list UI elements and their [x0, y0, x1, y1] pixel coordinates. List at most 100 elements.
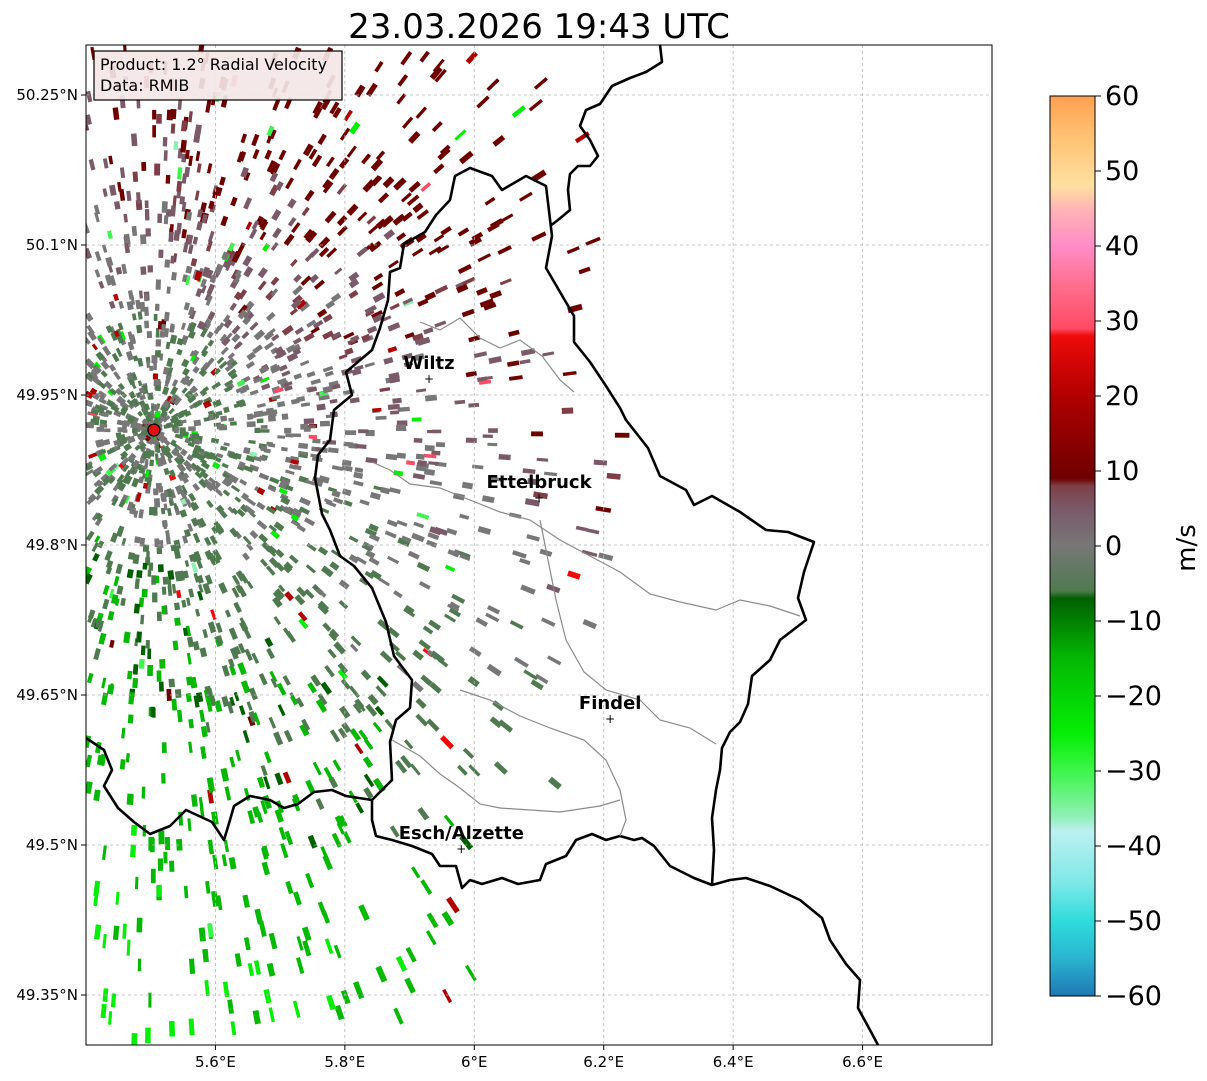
radar-gate — [331, 331, 341, 339]
radar-gate — [207, 311, 216, 321]
radar-gate — [519, 558, 531, 566]
radar-gate — [341, 488, 352, 497]
radar-gate — [396, 452, 406, 459]
radar-gate — [423, 327, 434, 335]
radar-gate — [249, 530, 259, 540]
radar-gate — [461, 276, 476, 286]
radar-gate — [375, 685, 387, 697]
radar-gate — [415, 232, 427, 243]
radar-gate — [100, 473, 109, 481]
radar-gate — [156, 547, 163, 555]
radar-gate — [153, 498, 161, 508]
radar-gate — [384, 718, 395, 730]
radar-gate — [357, 211, 368, 222]
radar-gate — [566, 246, 580, 255]
radar-gate — [312, 319, 324, 329]
radar-gate — [593, 459, 608, 466]
radar-gate — [168, 407, 175, 415]
radar-gate — [542, 351, 555, 357]
radar-gate — [195, 608, 201, 617]
radar-gate — [168, 678, 176, 688]
radar-gate — [140, 446, 147, 453]
radar-gate — [147, 569, 152, 577]
radar-gate — [258, 672, 268, 686]
radar-gate — [343, 109, 353, 122]
radar-gate — [170, 255, 175, 264]
city-label: Wiltz — [403, 353, 454, 374]
colorbar-tick-label: −60 — [1105, 981, 1162, 1012]
radar-gate — [375, 965, 388, 983]
radar-gate — [448, 607, 462, 618]
radar-gate — [220, 767, 230, 782]
radar-gate — [219, 333, 227, 342]
radar-gate — [567, 570, 581, 580]
radar-gate — [122, 923, 127, 939]
radar-gate — [184, 560, 190, 568]
radar-gate — [196, 559, 203, 570]
radar-gate — [131, 382, 137, 390]
radar-gate — [354, 742, 364, 755]
radar-gate — [614, 432, 630, 438]
radar-gate — [392, 213, 406, 226]
radar-gate — [266, 159, 277, 174]
radar-gate — [92, 552, 100, 562]
radar-gate — [225, 262, 232, 272]
radar-gate — [221, 854, 228, 867]
radar-gate — [392, 397, 402, 404]
radar-gate — [112, 107, 120, 120]
radar-gate — [281, 413, 289, 420]
radar-gate — [160, 493, 166, 501]
radar-gate — [312, 100, 323, 115]
colorbar-tick-label: −40 — [1105, 831, 1162, 862]
radar-gate — [138, 393, 146, 401]
radar-gate — [431, 450, 441, 456]
radar-gate — [143, 293, 149, 302]
radar-gate — [222, 257, 231, 269]
radar-gate — [329, 561, 340, 571]
radar-gate — [256, 501, 266, 511]
radar-gate — [228, 250, 236, 260]
radar-gate — [364, 304, 377, 315]
map-title: 23.03.2026 19:43 UTC — [348, 7, 730, 47]
radar-gate — [180, 419, 187, 425]
radar-gate — [161, 437, 171, 447]
radar-gate — [422, 625, 434, 635]
radar-gate — [414, 337, 425, 346]
radar-gate — [199, 647, 208, 658]
radar-gate — [202, 386, 210, 393]
radar-gate — [276, 377, 287, 385]
radar-gate — [245, 454, 256, 463]
radar-gate — [404, 977, 416, 994]
radar-gate — [86, 573, 93, 585]
radar-gate — [270, 162, 281, 176]
radar-gate — [213, 367, 221, 375]
radar-gate — [139, 301, 146, 312]
radar-gate — [169, 334, 178, 345]
radar-gate — [330, 292, 342, 303]
radar-gate — [206, 499, 214, 509]
radar-gate — [242, 535, 252, 546]
radar-gate — [187, 395, 197, 404]
radar-gate — [544, 471, 558, 477]
radar-gate — [389, 377, 401, 384]
radar-gate — [113, 371, 121, 381]
radar-gate — [155, 445, 161, 454]
radar-gate — [168, 1020, 176, 1037]
radar-gate — [141, 450, 149, 460]
radar-gate — [489, 218, 504, 229]
radar-gate — [130, 466, 137, 474]
radar-gate — [468, 764, 481, 777]
radar-gate — [148, 562, 154, 571]
radar-gate — [275, 548, 285, 558]
y-tick-label: 49.95°N — [16, 386, 78, 404]
radar-gate — [310, 674, 322, 687]
radar-gate — [97, 540, 105, 549]
canton-borders — [371, 317, 801, 837]
radar-gate — [184, 410, 192, 418]
info-box: Product: 1.2° Radial Velocity Data: RMIB — [93, 50, 343, 101]
radar-gate — [508, 329, 520, 337]
radar-gate — [318, 236, 331, 249]
radar-gate — [270, 677, 278, 688]
city-labels: +Wiltz+Ettelbruck+Findel+Esch/Alzette — [399, 353, 642, 856]
radar-gate — [94, 535, 101, 544]
